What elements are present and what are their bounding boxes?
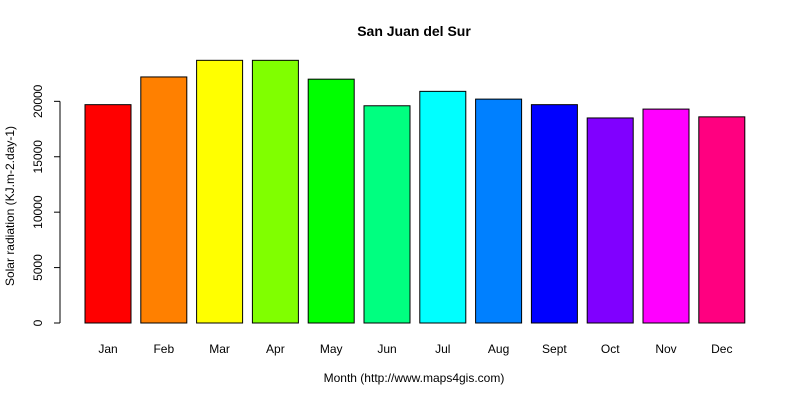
bar-apr <box>251 59 299 324</box>
y-axis-label: Solar radiation (KJ.m-2.day-1) <box>3 126 17 286</box>
x-tick-label: Dec <box>711 342 732 356</box>
x-tick-label: Sept <box>542 342 567 356</box>
y-tick-label: 0 <box>31 319 45 326</box>
bars-group <box>84 59 746 324</box>
y-tick-label: 10000 <box>31 195 45 229</box>
x-tick-label: Jun <box>377 342 396 356</box>
bar-dec <box>698 116 746 324</box>
x-tick-label: Aug <box>488 342 509 356</box>
x-tick-label: Jan <box>98 342 117 356</box>
x-tick-label: Jul <box>435 342 450 356</box>
bar-jun <box>363 105 411 324</box>
bar-may <box>307 78 355 324</box>
bar-feb <box>140 76 188 324</box>
bar-jul <box>419 90 467 324</box>
bar-mar <box>196 59 244 324</box>
y-tick-label: 20000 <box>31 84 45 118</box>
bar-sept <box>530 104 578 324</box>
x-tick-label: Feb <box>153 342 174 356</box>
bar-aug <box>475 98 523 324</box>
x-tick-label: May <box>320 342 343 356</box>
x-tick-label: Apr <box>266 342 285 356</box>
x-tick-label: Oct <box>601 342 620 356</box>
x-tick-label: Mar <box>209 342 230 356</box>
bar-oct <box>586 117 634 324</box>
chart-title: San Juan del Sur <box>357 23 471 39</box>
bar-nov <box>642 108 690 324</box>
y-tick-label: 5000 <box>31 254 45 281</box>
x-axis-label: Month (http://www.maps4gis.com) <box>324 371 505 385</box>
y-axis: 0 5000 10000 15000 20000 <box>31 84 61 326</box>
x-tick-labels: Jan Feb Mar Apr May Jun Jul Aug Sept Oct Nov Dec <box>98 342 732 356</box>
y-tick-label: 15000 <box>31 140 45 174</box>
x-tick-label: Nov <box>655 342 676 356</box>
bar-jan <box>84 104 132 324</box>
